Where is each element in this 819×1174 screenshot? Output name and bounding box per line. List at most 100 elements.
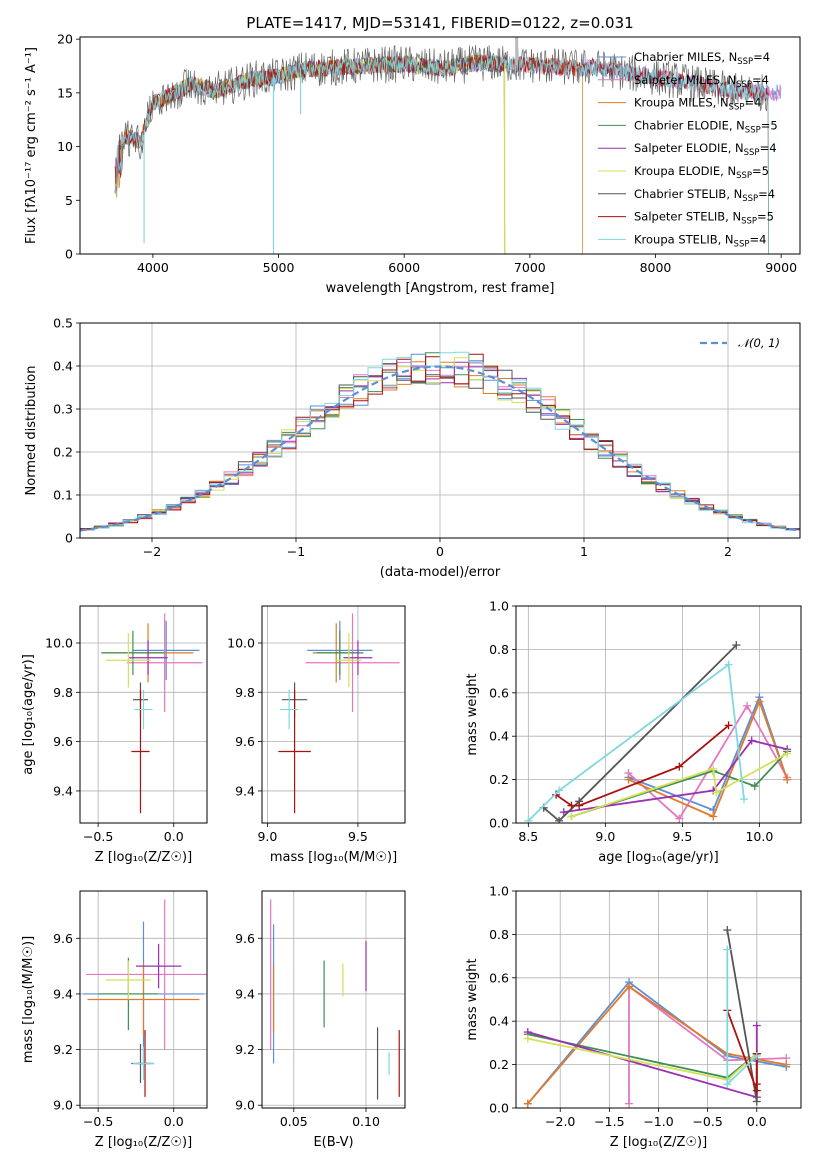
mass-weight-vs-age-series-1 — [627, 704, 788, 821]
legend-entry-sub-1: SSP — [736, 80, 752, 90]
spectrum-series-3 — [114, 54, 506, 254]
mass-weight-vs-Z-marker-8-2 — [752, 1051, 761, 1060]
mass-weight-vs-age-frame — [515, 605, 802, 824]
mass-weight-vs-age-ytick-label-0: 0.0 — [489, 816, 509, 831]
mass-weight-vs-age-marker-7-1 — [567, 801, 576, 810]
mass-weight-vs-age-marker-1-2 — [743, 701, 752, 710]
mass-vs-EBV-ytick-label-0: 9.0 — [235, 1098, 255, 1113]
mass-weight-vs-Z-xtick-label-2: −1.0 — [643, 1114, 673, 1129]
mass-weight-vs-age-lines — [524, 641, 792, 823]
mass-weight-vs-age-marker-5-0 — [567, 812, 576, 821]
mass-vs-Z-points — [83, 899, 207, 1097]
legend-entry-sub-5: SSP — [736, 171, 752, 181]
residuals-ytick-label-1: 0.1 — [53, 488, 73, 503]
residuals-ytick-label-4: 0.4 — [53, 359, 73, 374]
residuals-axes: −2 −1 0 1 2 0 0.1 0.2 0.3 0.4 0.5 (data-model)/erro… — [24, 316, 800, 580]
mass-weight-vs-Z-marker-2-1 — [625, 982, 634, 991]
mass-vs-Z-axes: −0.5 0.0 9.0 9.2 9.4 9.6 Z [log₁₀(Z/Z☉)] mass [… — [21, 891, 207, 1150]
mass-vs-EBV-xlabel: E(B-V) — [313, 1135, 353, 1150]
legend-entry-6: Chabrier STELIB, NSSP=4 — [634, 187, 775, 204]
spectrum-lines — [114, 37, 782, 254]
residuals-xtick-label-0: −2 — [143, 544, 161, 559]
legend-entry-3: Chabrier ELODIE, NSSP=5 — [634, 118, 778, 135]
age-vs-Z-axes: −0.5 0.0 9.4 9.6 9.8 10.0 Z [log₁₀(Z/Z☉)] age [… — [21, 606, 207, 865]
spectrum-ylabel: Flux [fλ10⁻¹⁷ erg cm⁻² s⁻¹ A⁻¹] — [24, 47, 39, 244]
mass-weight-vs-Z-xtick-label-3: −0.5 — [692, 1114, 722, 1129]
age-vs-Z-xtick-label-0: −0.5 — [83, 829, 113, 844]
figure-title: PLATE=1417, MJD=53141, FIBERID=0122, z=0… — [246, 14, 633, 32]
mass-weight-vs-Z-xtick-label-1: −1.5 — [594, 1114, 624, 1129]
mass-weight-vs-age-xtick-label-0: 8.5 — [518, 829, 538, 844]
age-vs-mass-xlabel: mass [log₁₀(M/M☉)] — [270, 850, 397, 865]
mass-weight-vs-age-series-8 — [527, 662, 745, 822]
mass-vs-Z-ytick-label-2: 9.4 — [53, 986, 73, 1001]
mass-weight-vs-Z-lines — [523, 926, 791, 1108]
legend-entry-label-3: Chabrier ELODIE, N — [634, 118, 745, 132]
mass-weight-vs-Z-marker-4-2 — [752, 1021, 761, 1030]
legend-entry-label-0: Chabrier MILES, N — [634, 50, 737, 64]
age-vs-Z-xlabel: Z [log₁₀(Z/Z☉)] — [95, 850, 192, 865]
mass-weight-vs-Z-xtick-label-0: −2.0 — [545, 1114, 575, 1129]
mass-weight-vs-Z-xlabel: Z [log₁₀(Z/Z☉)] — [610, 1135, 707, 1150]
mass-weight-vs-Z-frame — [515, 890, 802, 1109]
mass-weight-vs-age-marker-5-3 — [783, 749, 792, 758]
mass-weight-vs-age-marker-2-0 — [624, 775, 633, 784]
mass-weight-vs-age-marker-8-2 — [724, 660, 733, 669]
mass-vs-EBV-xtick-label-1: 0.10 — [352, 1114, 380, 1129]
age-vs-mass-axes: 9.0 9.5 9.4 9.6 9.8 10.0 mass [log₁₀(M/M☉)] — [227, 606, 405, 865]
mass-vs-EBV-frame — [261, 890, 406, 1109]
legend-entry-5: Kroupa ELODIE, NSSP=5 — [634, 164, 769, 181]
legend-entry-label-8: Kroupa STELIB, N — [634, 232, 734, 246]
legend-entry-tail-0: =4 — [753, 50, 770, 64]
age-vs-mass-points — [278, 613, 400, 814]
mass-vs-Z-ylabel: mass [log₁₀(M/M☉)] — [21, 936, 36, 1063]
mass-weight-vs-age-ytick-label-4: 0.8 — [489, 642, 509, 657]
legend-entry-label-4: Salpeter ELODIE, N — [634, 141, 744, 155]
age-vs-Z-ytick-label-2: 9.8 — [53, 685, 73, 700]
legend-entry-tail-1: =4 — [752, 73, 769, 87]
spectrum-xtick-label-5: 9000 — [765, 260, 797, 275]
mass-vs-EBV-ytick-label-3: 9.6 — [235, 931, 255, 946]
mass-weight-vs-age-series-6 — [543, 644, 737, 823]
legend-entry-tail-5: =5 — [752, 164, 769, 178]
spectrum-xtick-label-2: 6000 — [388, 260, 420, 275]
legend-entry-tail-8: =4 — [749, 232, 766, 246]
spectrum-ytick-label-0: 0 — [65, 247, 73, 262]
mass-weight-vs-age-xlabel: age [log₁₀(age/yr)] — [598, 850, 719, 865]
mass-vs-Z-ytick-label-0: 9.0 — [53, 1098, 73, 1113]
legend-entry-8: Kroupa STELIB, NSSP=4 — [634, 232, 766, 249]
mass-weight-vs-Z-marker-6-1 — [752, 1097, 761, 1106]
age-vs-mass-xtick-label-0: 9.0 — [257, 829, 277, 844]
age-vs-Z-ytick-label-3: 10.0 — [45, 635, 73, 650]
mass-weight-vs-age-marker-5-2 — [712, 788, 721, 797]
mass-weight-vs-age-marker-6-3 — [732, 641, 741, 650]
mass-weight-vs-age-xtick-label-1: 9.0 — [595, 829, 615, 844]
age-vs-mass-xtick-label-1: 9.5 — [348, 829, 368, 844]
spectrum-xtick-label-3: 7000 — [514, 260, 546, 275]
mass-vs-Z-ytick-label-1: 9.2 — [53, 1042, 73, 1057]
mass-weight-vs-age-marker-8-1 — [555, 786, 564, 795]
mass-weight-vs-age-ytick-label-5: 1.0 — [489, 599, 509, 614]
residuals-xtick-label-4: 2 — [724, 544, 732, 559]
legend-entry-1: Salpeter MILES, NSSP=4 — [634, 73, 769, 90]
mass-weight-vs-Z-ytick-label-2: 0.4 — [489, 1014, 509, 1029]
mass-weight-vs-Z-marker-8-0 — [723, 945, 732, 954]
mass-weight-vs-age-series-5 — [571, 752, 788, 818]
mass-weight-vs-age-marker-7-2 — [575, 801, 584, 810]
residuals-ylabel: Normed distribution — [24, 366, 39, 496]
mass-vs-Z-xtick-label-0: −0.5 — [83, 1114, 113, 1129]
mass-weight-vs-age-ytick-label-1: 0.2 — [489, 772, 509, 787]
legend-entry-sub-3: SSP — [745, 125, 761, 135]
age-vs-Z-xtick-label-1: 0.0 — [164, 829, 184, 844]
age-vs-mass-frame — [261, 605, 406, 824]
mass-vs-Z-ytick-label-3: 9.6 — [53, 931, 73, 946]
mass-weight-vs-age-xtick-label-3: 10.0 — [745, 829, 773, 844]
age-vs-Z-ytick-label-0: 9.4 — [53, 783, 73, 798]
age-vs-mass-ytick-label-3: 10.0 — [227, 635, 255, 650]
legend-entry-label-5: Kroupa ELODIE, N — [634, 164, 736, 178]
mass-weight-vs-age-marker-8-0 — [524, 816, 533, 823]
mass-weight-vs-age-marker-4-2 — [747, 736, 756, 745]
mass-weight-vs-age-ylabel: mass weight — [465, 673, 480, 755]
mass-weight-vs-Z-marker-1-0 — [625, 1099, 634, 1108]
